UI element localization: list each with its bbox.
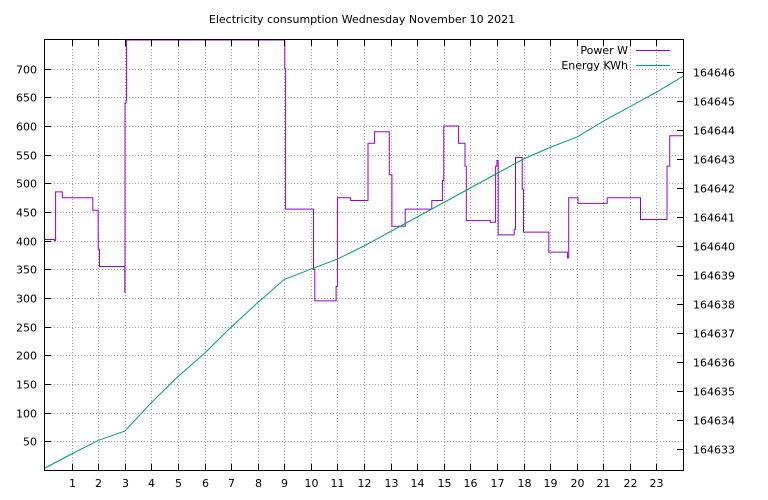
y-tick-label: 350 [16,264,37,277]
y-tick-label: 300 [16,293,37,306]
y-tick-label: 700 [16,64,37,77]
y2-tick-label: 164638 [693,299,735,312]
y-tick-label: 250 [16,322,37,335]
x-tick-label: 6 [202,477,209,490]
y2-tick-label: 164645 [693,96,735,109]
x-tick-label: 13 [385,477,399,490]
x-tick-label: 4 [148,477,155,490]
x-tick-label: 9 [281,477,288,490]
plot-area-frame [44,39,684,471]
y-tick-label: 50 [23,436,37,449]
legend-label: Power W [580,44,628,57]
y-tick-label: 500 [16,178,37,191]
legend-label: Energy KWh [561,59,628,72]
x-tick-label: 22 [624,477,638,490]
y2-tick-label: 164640 [693,241,735,254]
x-tick-label: 3 [122,477,129,490]
series-line-power-w [45,39,683,302]
y-tick-label: 200 [16,350,37,363]
y-tick-label: 550 [16,150,37,163]
chart-title: Electricity consumption Wednesday Novemb… [209,13,515,26]
y2-tick-label: 164642 [693,183,735,196]
y2-tick-label: 164646 [693,67,735,80]
x-tick-label: 23 [650,477,664,490]
series-layer [44,39,684,469]
x-tick-label: 15 [438,477,452,490]
y-tick-label: 400 [16,236,37,249]
y2-tick-label: 164643 [693,154,735,167]
y2-tick-label: 164644 [693,125,735,138]
y2-tick-label: 164633 [693,444,735,457]
x-tick-label: 20 [571,477,585,490]
y2-tick-label: 164641 [693,212,735,225]
x-tick-label: 1 [69,477,76,490]
x-tick-label: 16 [464,477,478,490]
x-tick-label: 7 [228,477,235,490]
y-tick-label: 650 [16,92,37,105]
series-line-energy-kwh [44,75,684,469]
x-tick-label: 11 [331,477,345,490]
y-tick-label: 450 [16,207,37,220]
y2-tick-label: 164635 [693,386,735,399]
grid [45,40,683,470]
y2-tick-label: 164639 [693,270,735,283]
axis-ticks: 1 2 3 4 5 6 7 8 9 10 11 12 13 14 15 16 17 18 19 20 21 22 23501… [16,40,735,490]
legend: Power W Energy KWh [561,44,670,72]
x-tick-label: 8 [255,477,262,490]
x-tick-label: 18 [518,477,532,490]
x-tick-label: 21 [597,477,611,490]
y2-tick-label: 164637 [693,328,735,341]
x-tick-label: 19 [544,477,558,490]
x-tick-label: 2 [95,477,102,490]
x-tick-label: 17 [491,477,505,490]
y-tick-label: 150 [16,379,37,392]
y2-tick-label: 164634 [693,415,735,428]
x-tick-label: 14 [411,477,425,490]
y-tick-label: 100 [16,408,37,421]
x-tick-label: 5 [175,477,182,490]
y2-tick-label: 164636 [693,357,735,370]
x-tick-label: 12 [358,477,372,490]
y-tick-label: 600 [16,121,37,134]
x-tick-label: 10 [305,477,319,490]
